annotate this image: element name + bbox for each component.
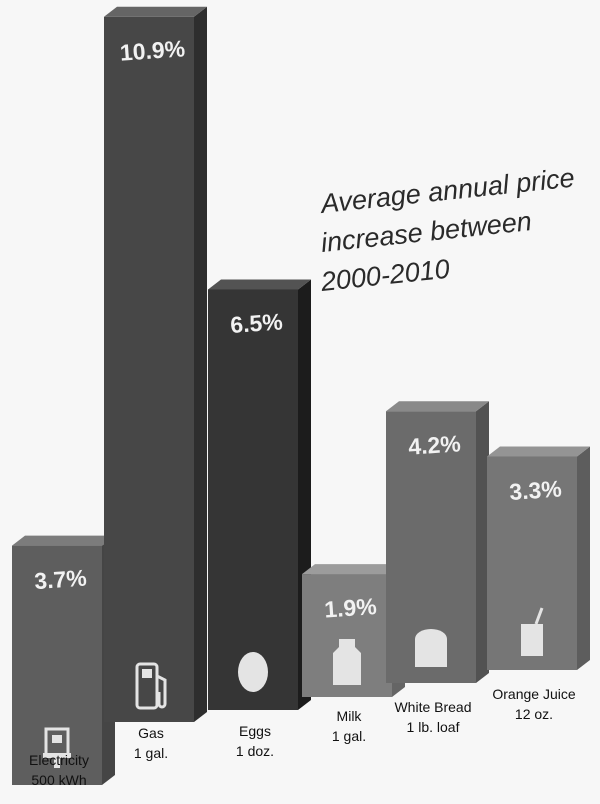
bar-electricity — [12, 545, 102, 785]
bar-group-white-bread: 4.2% White Bread 1 lb. loaf — [386, 401, 489, 735]
chart-title-line-1: Average annual price — [318, 163, 576, 220]
bread-loaf-icon — [415, 629, 447, 667]
category-unit-eggs: 1 doz. — [236, 743, 274, 759]
category-unit-white-bread: 1 lb. loaf — [407, 719, 460, 735]
egg-icon — [238, 652, 268, 692]
bar-top-eggs — [208, 279, 311, 290]
category-unit-gas: 1 gal. — [134, 745, 168, 761]
bar-top-orange-juice — [487, 446, 590, 457]
bar-top-gas — [104, 6, 207, 17]
value-label-white-bread: 4.2% — [407, 430, 461, 460]
gas-pump-icon — [135, 662, 167, 710]
juice-carton-icon — [521, 607, 544, 656]
bar-group-gas: 10.9% Gas 1 gal. — [104, 6, 207, 761]
bar-group-orange-juice: 3.3% Orange Juice 12 oz. — [487, 446, 590, 722]
bar-side-gas — [194, 6, 207, 722]
bar-top-milk — [302, 564, 405, 575]
chart-title-line-3: 2000-2010 — [318, 254, 451, 297]
milk-jug-icon — [333, 639, 361, 685]
category-unit-orange-juice: 12 oz. — [515, 706, 553, 722]
value-label-orange-juice: 3.3% — [508, 475, 562, 505]
category-unit-electricity: 500 kWh — [31, 772, 86, 788]
bar-gas — [104, 16, 194, 722]
category-label-orange-juice: Orange Juice — [492, 686, 575, 702]
value-label-electricity: 3.7% — [33, 565, 87, 595]
value-label-eggs: 6.5% — [229, 308, 283, 338]
category-label-white-bread: White Bread — [394, 699, 471, 715]
bar-top-white-bread — [386, 401, 489, 412]
category-label-electricity: Electricity — [29, 752, 89, 768]
bar-top-electricity — [12, 535, 115, 546]
bar-eggs — [208, 289, 298, 710]
bar-side-white-bread — [476, 401, 489, 683]
value-label-milk: 1.9% — [323, 593, 377, 623]
electric-meter-icon — [43, 727, 71, 768]
category-label-eggs: Eggs — [239, 723, 271, 739]
bar-group-eggs: 6.5% Eggs 1 doz. — [208, 279, 311, 759]
value-label-gas: 10.9% — [119, 35, 186, 65]
category-unit-milk: 1 gal. — [332, 728, 366, 744]
bar-side-orange-juice — [577, 446, 590, 670]
bar-group-electricity: 3.7% Electricity 500 kWh — [12, 535, 115, 788]
category-label-milk: Milk — [337, 708, 363, 724]
category-label-gas: Gas — [138, 725, 164, 741]
